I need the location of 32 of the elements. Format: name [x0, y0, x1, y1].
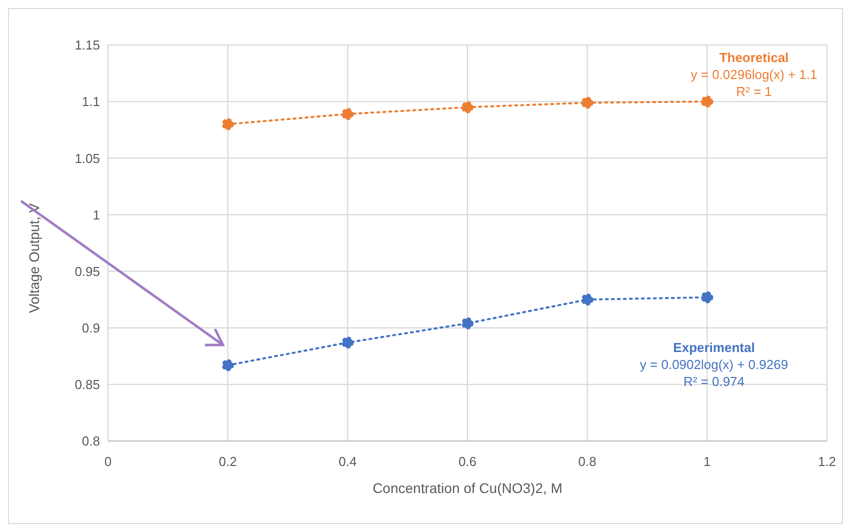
x-axis-title: Concentration of Cu(NO3)2, M — [372, 480, 562, 496]
point — [342, 108, 354, 120]
y-tick-label: 1 — [92, 207, 100, 222]
point — [342, 336, 354, 349]
annotation: R² = 1 — [735, 83, 773, 100]
x-tick-label: 0.2 — [218, 454, 237, 470]
annotation: R² = 0.974 — [682, 373, 746, 390]
text: Experimental — [672, 339, 756, 356]
y-tick-label: 1.1 — [82, 94, 100, 110]
x-tick-label: 0 — [104, 454, 112, 470]
y-tick-label: 0.85 — [74, 377, 100, 392]
point — [462, 101, 474, 114]
point — [222, 118, 234, 130]
point — [581, 96, 594, 109]
y-tick-label: 1.05 — [74, 150, 100, 166]
point — [222, 359, 234, 372]
x-tick-label: 1.2 — [818, 454, 836, 470]
point — [581, 294, 594, 306]
annotation: y = 0.0902log(x) + 0.9269 — [638, 356, 790, 373]
y-tick-label: 0.8 — [82, 434, 100, 449]
x-tick-label: 0.6 — [458, 454, 477, 470]
annotation: y = 0.0296log(x) + 1.1 — [690, 66, 818, 83]
x-tick-label: 0.8 — [578, 454, 596, 470]
x-tick-label: 1 — [704, 454, 711, 470]
point — [701, 96, 714, 108]
text: Theoretical — [718, 49, 790, 66]
point — [462, 317, 474, 330]
y-tick-label: 0.95 — [74, 264, 100, 279]
point — [701, 291, 714, 304]
y-tick-label: 0.9 — [82, 320, 100, 336]
y-tick-label: 1.15 — [74, 38, 100, 53]
x-tick-label: 0.4 — [338, 454, 357, 470]
